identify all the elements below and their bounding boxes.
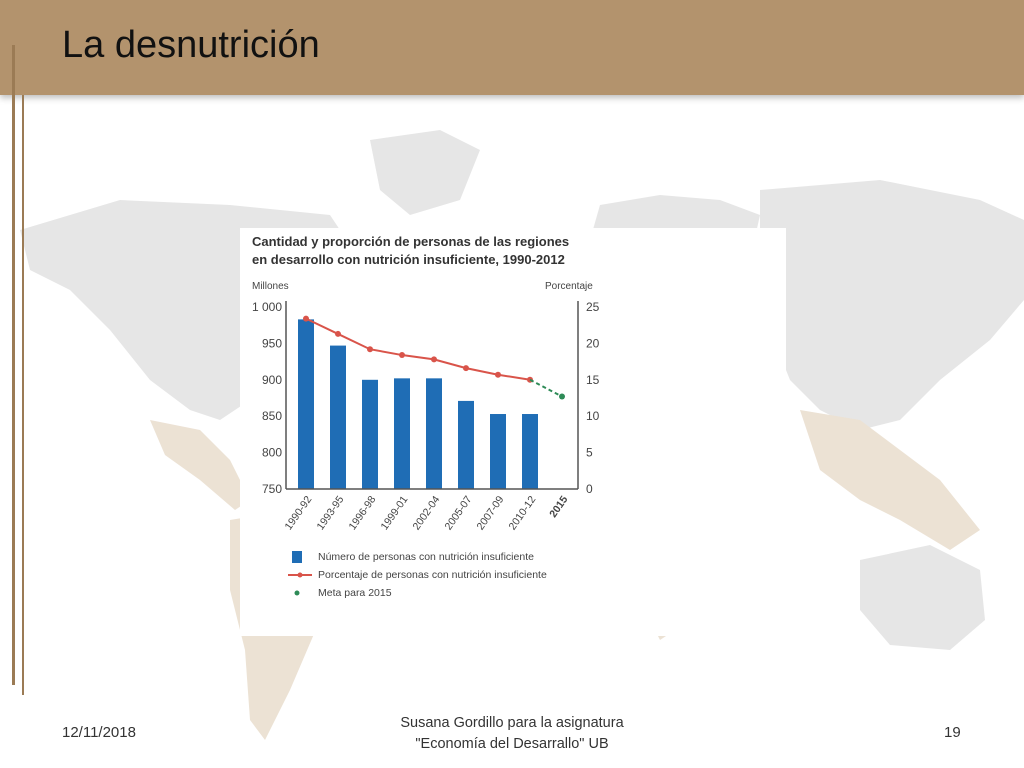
- y-tick-left: 950: [262, 336, 282, 350]
- x-tick-label: 2002-04: [411, 494, 443, 533]
- decor-line-1: [12, 45, 15, 685]
- map-south-asia: [800, 410, 980, 550]
- y-tick-right: 15: [586, 373, 600, 387]
- line-point: [495, 371, 501, 378]
- legend-line-swatch: [288, 572, 312, 578]
- bar: [362, 379, 378, 489]
- y-tick-left: 1 000: [252, 300, 282, 314]
- x-tick-label: 2015: [547, 494, 570, 520]
- y-tick-right: 0: [586, 482, 593, 496]
- line-point: [335, 330, 341, 337]
- y-tick-right: 5: [586, 446, 593, 460]
- x-tick-label: 2005-07: [443, 494, 475, 533]
- line-point: [367, 346, 373, 353]
- line-point: [399, 352, 405, 359]
- slide-title: La desnutrición: [62, 24, 320, 66]
- map-australia: [860, 545, 985, 650]
- line-point: [431, 356, 437, 363]
- y-tick-left: 750: [262, 482, 282, 496]
- bar: [298, 319, 314, 489]
- map-asia: [760, 180, 1024, 430]
- x-tick-label: 1990-92: [283, 494, 315, 533]
- x-tick-label: 2010-12: [507, 494, 539, 533]
- y-tick-left: 850: [262, 409, 282, 423]
- legend-label-bars: Número de personas con nutrición insufic…: [318, 551, 534, 563]
- x-tick-label: 2007-09: [475, 494, 507, 533]
- y-tick-left: 800: [262, 446, 282, 460]
- bar: [522, 414, 538, 489]
- bar: [426, 378, 442, 489]
- title-bar: [0, 0, 1024, 95]
- y-tick-right: 10: [586, 409, 600, 423]
- decor-line-2: [22, 95, 24, 695]
- y-tick-right: 25: [586, 300, 600, 314]
- y-tick-right: 20: [586, 336, 600, 350]
- series-line-porcentaje: [305, 317, 531, 381]
- footer-date: 12/11/2018: [62, 724, 136, 741]
- series-line-meta-2015: [529, 378, 563, 398]
- line-point: [303, 315, 309, 322]
- legend-target-swatch: [294, 590, 300, 596]
- footer-author-line1: Susana Gordillo para la asignatura: [400, 715, 624, 731]
- legend-label-line: Porcentaje de personas con nutrición ins…: [318, 569, 547, 581]
- chart: Millones Porcentaje 1 000 950 900 850 800 750 25…: [252, 281, 600, 533]
- legend-label-target: Meta para 2015: [318, 587, 392, 599]
- bar: [330, 345, 346, 489]
- map-greenland: [370, 130, 480, 215]
- map-central-america: [150, 420, 250, 510]
- y-axis-right-label: Porcentaje: [545, 281, 593, 292]
- x-tick-label: 1996-98: [347, 494, 379, 533]
- page-number: 19: [944, 724, 961, 741]
- chart-title-line2: en desarrollo con nutrición insuficiente…: [252, 252, 565, 267]
- footer-author: Susana Gordillo para la asignatura "Econ…: [362, 713, 662, 755]
- target-point-2015: [559, 393, 565, 400]
- y-axis-left-label: Millones: [252, 281, 289, 292]
- x-tick-label: 1993-95: [315, 494, 347, 533]
- bar: [394, 378, 410, 489]
- bar: [458, 400, 474, 489]
- chart-title: Cantidad y proporción de personas de las…: [252, 233, 612, 269]
- x-tick-label: 1999-01: [379, 494, 411, 533]
- line-point: [463, 365, 469, 372]
- footer-author-line2: "Economía del Desarrallo" UB: [415, 736, 609, 752]
- bar: [490, 414, 506, 489]
- legend-bar-swatch: [292, 551, 302, 563]
- chart-title-line1: Cantidad y proporción de personas de las…: [252, 234, 570, 249]
- y-tick-left: 900: [262, 373, 282, 387]
